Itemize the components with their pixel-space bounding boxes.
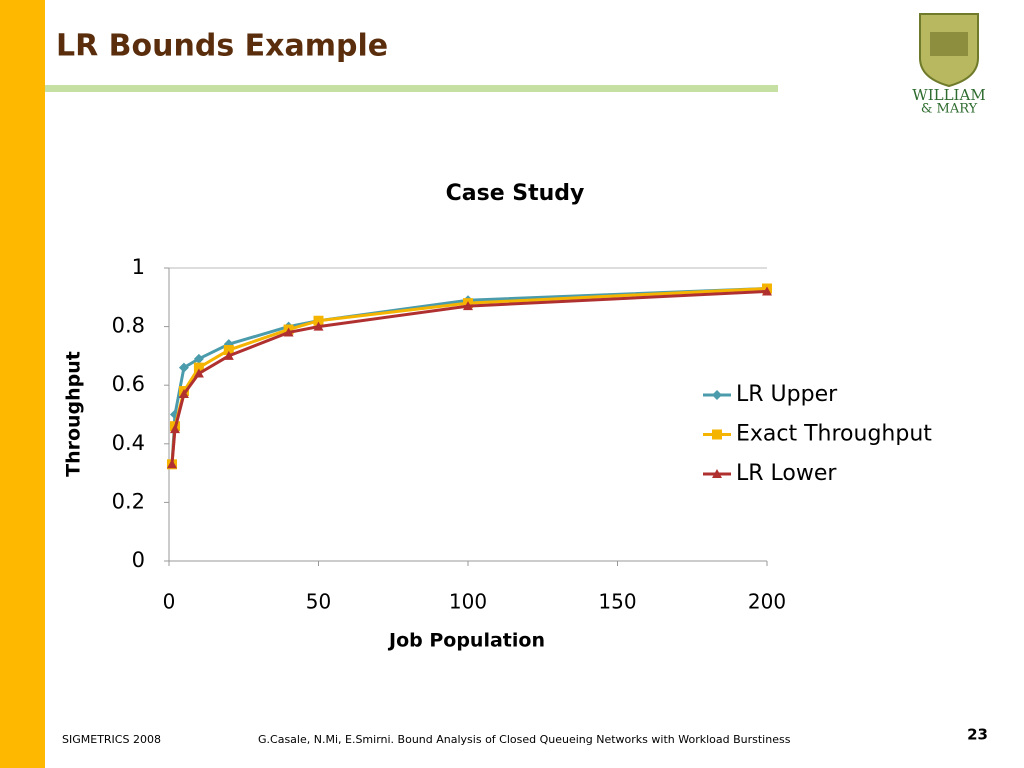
marker (712, 469, 722, 478)
footer-center: G.Casale, N.Mi, E.Smirni. Bound Analysis… (258, 733, 791, 746)
x-tick-label: 200 (748, 590, 786, 614)
footer-left: SIGMETRICS 2008 (62, 733, 161, 746)
marker (223, 350, 234, 360)
series-line (170, 289, 768, 465)
marker (193, 368, 204, 378)
x-tick-label: 50 (306, 590, 331, 614)
marker (166, 459, 177, 469)
logo: WILLIAM & MARY (912, 13, 986, 117)
y-tick-label: 1 (132, 255, 145, 279)
series-line (170, 287, 768, 465)
y-tick-label: 0.6 (112, 372, 145, 396)
marker (712, 429, 722, 440)
x-tick-label: 150 (598, 590, 636, 614)
legend-label: LR Upper (736, 382, 838, 407)
marker (762, 286, 772, 296)
title-rule (45, 85, 778, 92)
y-tick-label: 0 (132, 548, 145, 572)
marker (169, 424, 180, 434)
marker (712, 390, 722, 400)
marker (223, 345, 234, 356)
x-axis-title: Job Population (387, 630, 545, 652)
slide-title: LR Bounds Example (56, 29, 388, 64)
marker (463, 301, 473, 311)
marker (193, 353, 204, 364)
x-tick-label: 0 (163, 590, 176, 614)
series-line (170, 287, 768, 465)
y-tick-label: 0.4 (112, 431, 145, 455)
marker (313, 315, 324, 326)
logo-text: & MARY (921, 102, 978, 117)
y-axis-title: Throughput (63, 351, 85, 477)
side-bar (0, 0, 45, 768)
legend-label: LR Lower (736, 461, 837, 486)
marker (313, 321, 324, 331)
chart-title: Case Study (446, 181, 585, 206)
logo-text: WILLIAM (912, 86, 985, 104)
marker (193, 362, 204, 373)
x-tick-label: 100 (449, 590, 487, 614)
y-tick-label: 0.8 (112, 314, 145, 338)
marker (178, 388, 189, 398)
legend-label: Exact Throughput (736, 422, 932, 447)
y-tick-label: 0.2 (112, 489, 145, 513)
marker (178, 362, 189, 373)
marker (283, 327, 294, 337)
crest-building (930, 32, 968, 56)
page-number: 23 (967, 726, 988, 744)
